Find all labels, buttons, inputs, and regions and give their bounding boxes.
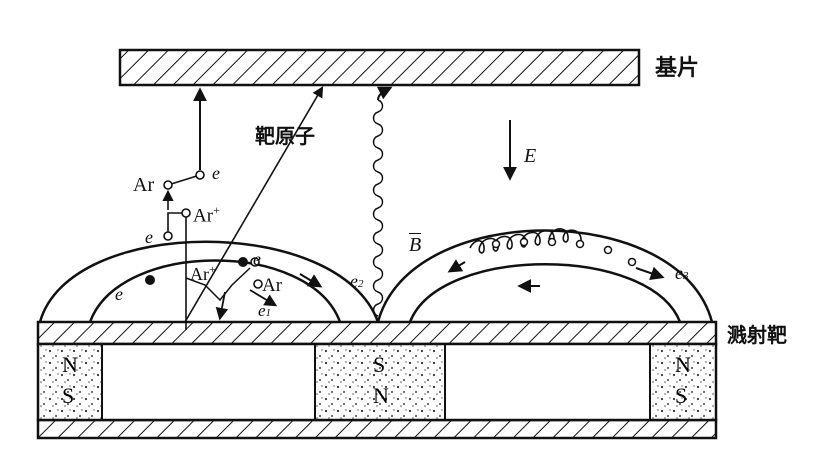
e1-arrow <box>249 289 278 307</box>
e2-top-curve <box>376 86 393 101</box>
magnet-center-bottom: N <box>373 383 389 408</box>
ar-plus-lower-label: Ar+ <box>190 263 216 283</box>
e1-path <box>185 267 251 302</box>
electron-label-top: e <box>212 163 220 183</box>
e2-text: e <box>350 271 358 291</box>
magnet-center-top: S <box>373 352 385 377</box>
ar-plus-lower-text: Ar <box>190 264 209 284</box>
arc-arrow-1 <box>447 259 466 273</box>
target-atom-label: 靶原子 <box>255 124 315 148</box>
target-atom-path <box>184 86 324 323</box>
e2-label: e2 <box>350 272 364 291</box>
e3-label: e3 <box>675 264 689 283</box>
magnet-center <box>314 343 446 421</box>
electron-dot-mid <box>238 257 248 267</box>
arc-arrow-4 <box>299 273 323 288</box>
field-arc-left-outer <box>38 240 380 323</box>
arc-arrow-3 <box>635 266 665 280</box>
e1-sub: 1 <box>265 307 272 319</box>
e1-label: e1 <box>258 302 271 320</box>
target-plate <box>36 320 718 346</box>
e1-text: e <box>258 301 266 320</box>
magnet-right-top: N <box>675 352 691 377</box>
ion-markers <box>163 170 263 289</box>
field-e-label: E <box>524 145 537 167</box>
magnet-left-bottom: S <box>62 383 74 408</box>
substrate-plate <box>118 48 641 87</box>
sputter-target-label: 溅射靶 <box>727 323 787 347</box>
field-arc-left-inner <box>88 259 342 323</box>
ionization-chain <box>167 212 187 330</box>
ar-plus-text: Ar <box>193 205 214 227</box>
magnet-right-bottom: S <box>675 383 687 408</box>
field-arc-right-inner <box>408 263 682 323</box>
ar-ion-arrow <box>215 291 229 321</box>
e3-beads <box>491 237 637 267</box>
electron-label-left: e <box>145 227 153 247</box>
e3-sub: 3 <box>683 270 689 282</box>
bottom-plate <box>36 418 718 440</box>
magnet-left-top: N <box>62 352 78 377</box>
ar-plus-sign: + <box>213 203 220 217</box>
e2-helix <box>372 99 384 317</box>
e3-cycloid-path <box>469 228 582 254</box>
magnet-right <box>649 343 717 421</box>
ar-plus-label: Ar+ <box>193 204 220 225</box>
substrate-label: 基片 <box>655 56 700 81</box>
electron-label-arc: e <box>115 284 123 304</box>
ar-plus-lower-sign: + <box>209 262 216 276</box>
magnet-left <box>37 343 103 421</box>
electron-dot-left <box>145 275 155 285</box>
field-b-label: B <box>409 233 422 256</box>
ar-label: Ar <box>133 174 155 196</box>
electron-label-mid: e <box>253 249 261 269</box>
ar-label-right: Ar <box>262 275 283 296</box>
e2-sub: 2 <box>358 278 364 290</box>
e3-text: e <box>675 263 683 283</box>
ar-to-e-link <box>167 174 201 186</box>
